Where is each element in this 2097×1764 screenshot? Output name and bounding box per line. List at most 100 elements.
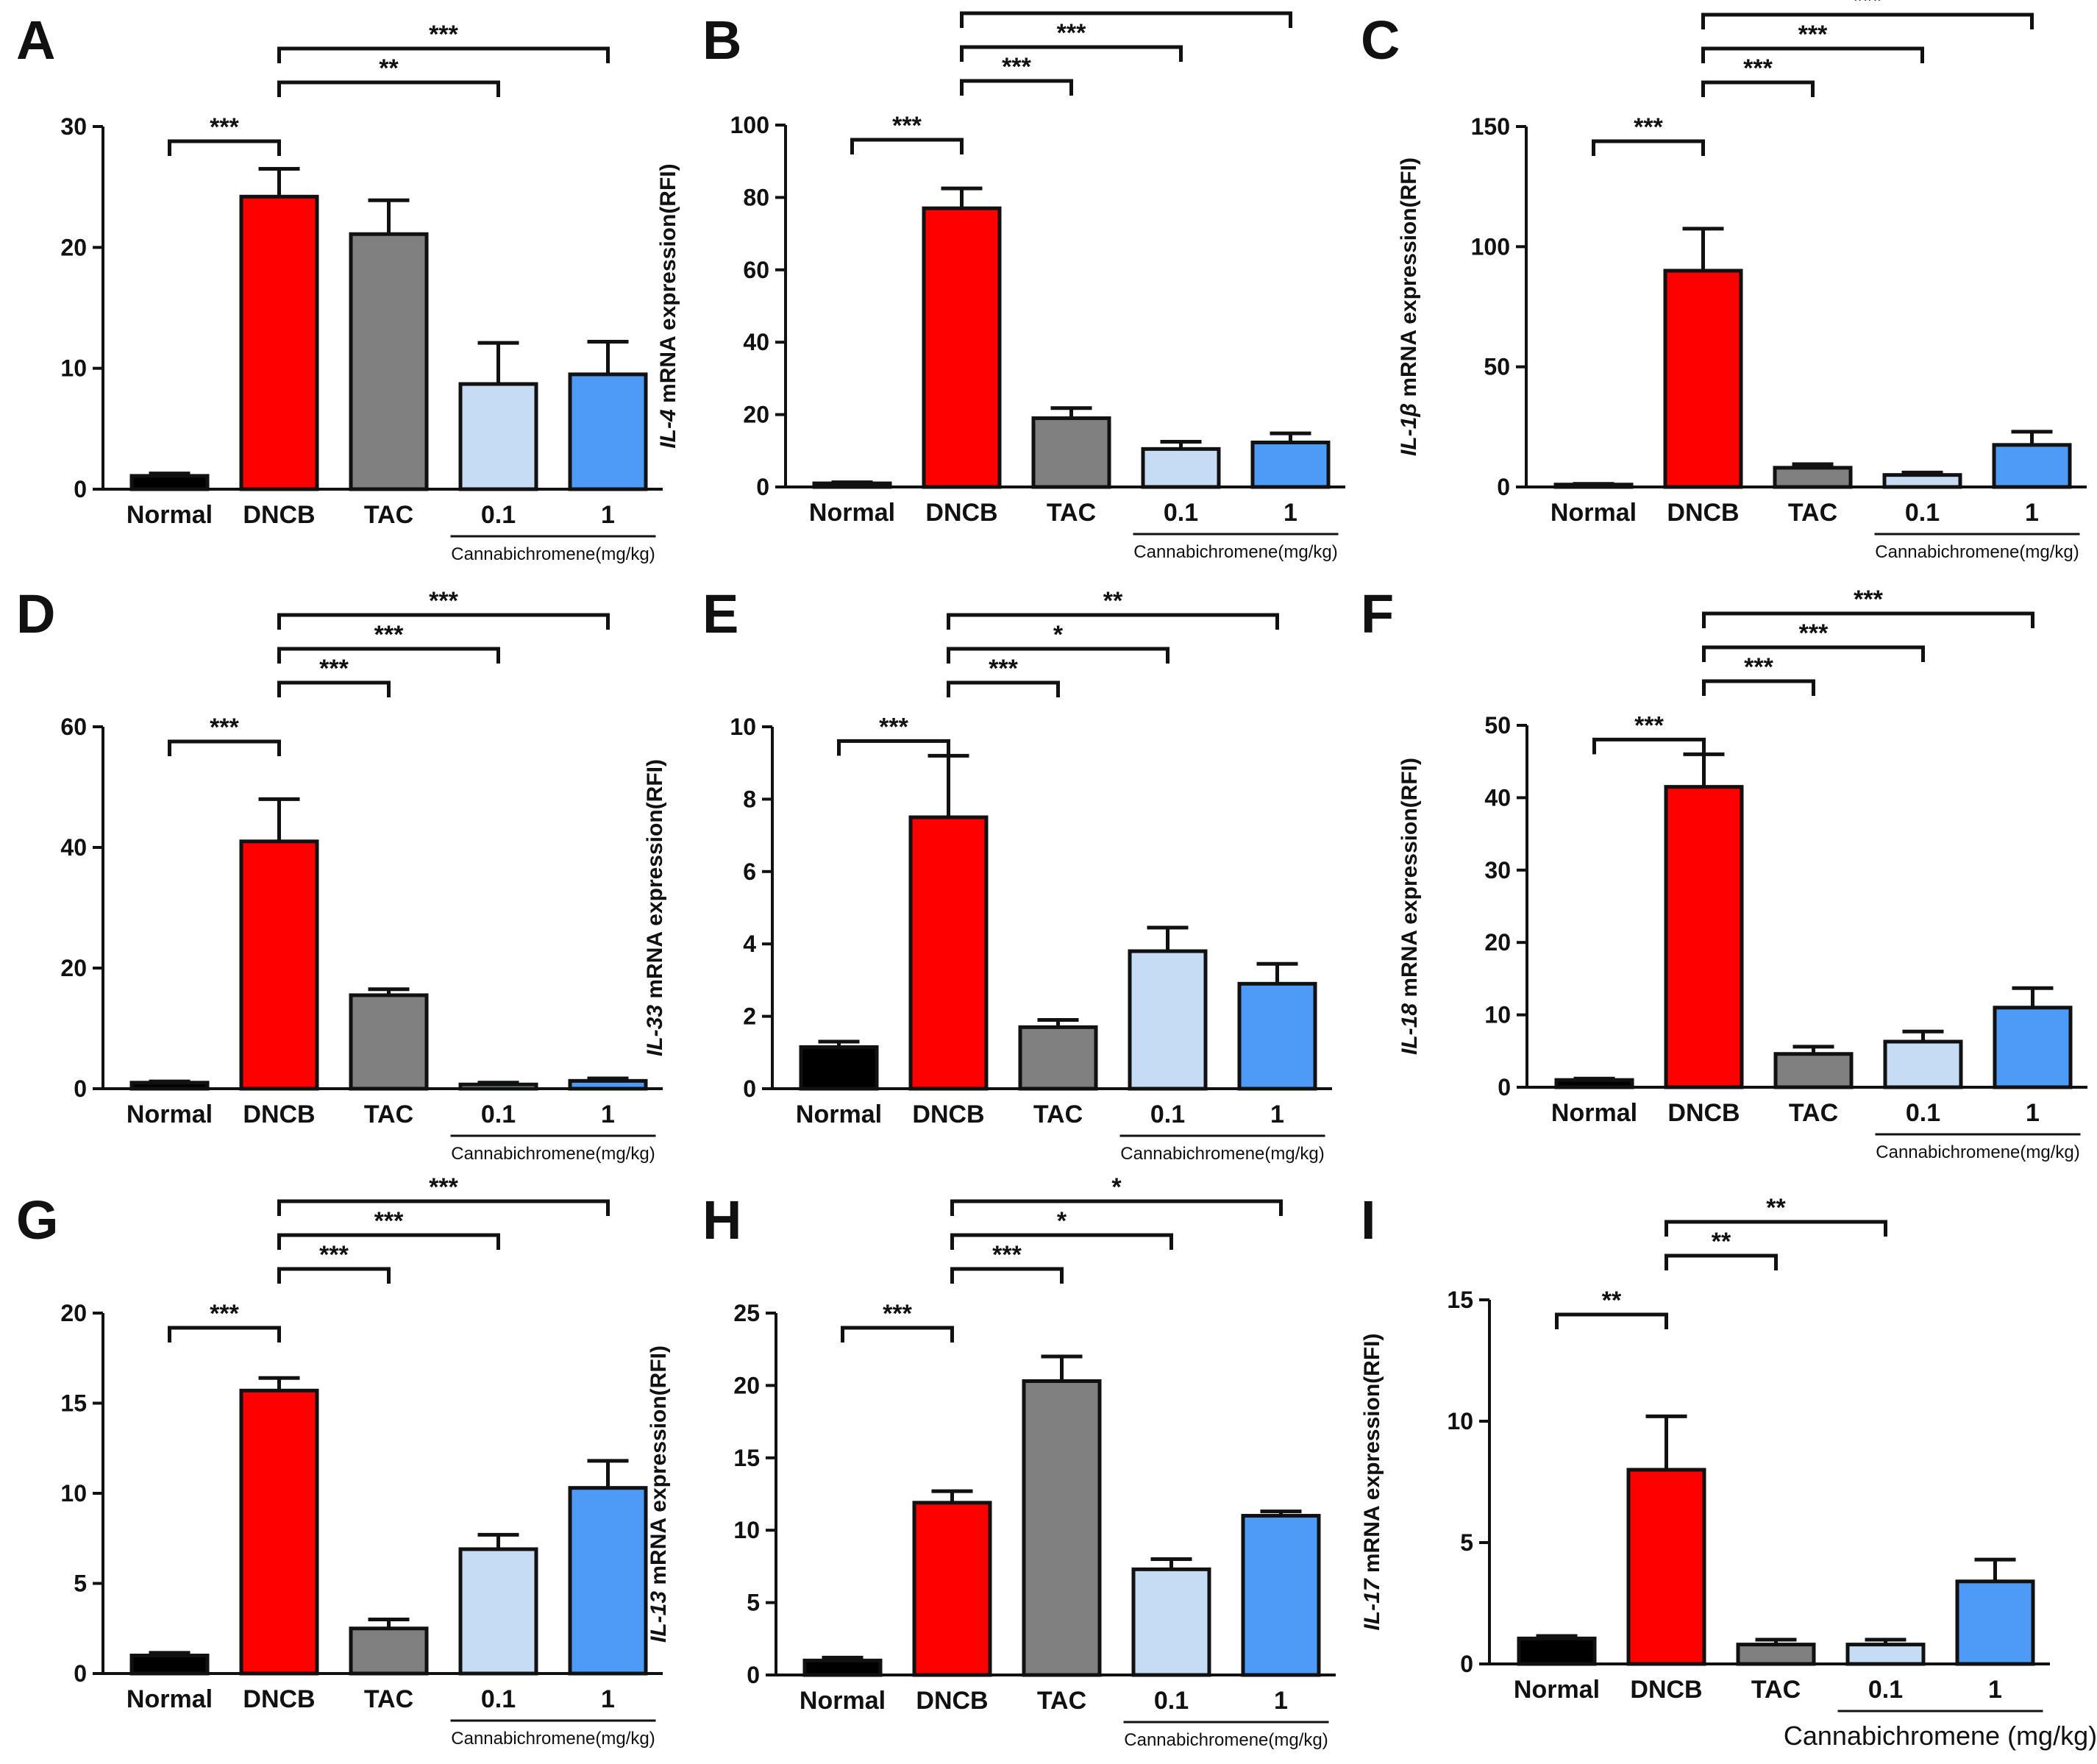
x-tick-label: Normal: [800, 1687, 886, 1715]
group-label: Cannabichromene(mg/kg): [1875, 542, 2079, 562]
y-tick-label: 20: [733, 1372, 760, 1398]
y-axis-label: IL-18 mRNA expression(RFI): [1398, 758, 1422, 1055]
x-tick-label: 0.1: [1154, 1687, 1189, 1715]
bar-tac: [1773, 1052, 1854, 1089]
significance-label: **: [1103, 587, 1123, 615]
panel-letter: G: [16, 1189, 59, 1251]
x-tick-label: 0.1: [1905, 499, 1940, 527]
y-axis-unit: mRNA expression(RFI): [656, 163, 680, 409]
significance-label: ***: [1798, 21, 1828, 49]
significance-bracket: [277, 613, 610, 630]
chart-panel-h: H IL-13 mRNA expression(RFI) 0 5 10 15 20 25 Nor…: [647, 1173, 1336, 1750]
x-tick-label: TAC: [1033, 1100, 1083, 1128]
y-axis-gene: IL-18: [1398, 1003, 1422, 1055]
significance-label: ***: [1744, 653, 1773, 681]
significance-bracket: [841, 1326, 954, 1342]
significance-label: **: [1712, 1228, 1731, 1256]
bar-tac: [1022, 1379, 1102, 1677]
y-axis-gene: IL-13: [647, 1591, 671, 1643]
x-tick-label: TAC: [1751, 1676, 1801, 1704]
y-tick-label: 20: [60, 234, 87, 260]
x-tick-label: 1: [1270, 1100, 1284, 1128]
panel-letter: A: [16, 10, 55, 71]
bar-tac: [1736, 1643, 1816, 1666]
significance-bracket: [1592, 139, 1705, 156]
significance-bracket: [1701, 80, 1815, 97]
y-tick-label: 0: [1497, 474, 1510, 500]
significance-label: ***: [1799, 619, 1829, 647]
y-tick-label: 10: [733, 1517, 760, 1543]
significance-bracket: [168, 739, 281, 756]
significance-label: ***: [1634, 711, 1664, 739]
x-tick-label: 1: [1274, 1687, 1288, 1715]
y-axis-unit: mRNA expression(RFI): [643, 759, 667, 1005]
y-axis-label: IL-17 mRNA expression(RFI): [1360, 1334, 1384, 1631]
significance-label: ***: [1854, 586, 1883, 614]
bar-1: [568, 1486, 648, 1676]
x-tick-label: 1: [1988, 1676, 2002, 1704]
x-tick-label: Normal: [796, 1100, 882, 1128]
bar-0_1: [1845, 1643, 1926, 1666]
group-label: Cannabichromene(mg/kg): [451, 1729, 655, 1749]
y-axis-unit: mRNA expression(RFI): [647, 1345, 671, 1591]
y-tick-label: 2: [743, 1003, 756, 1030]
x-tick-label: 0.1: [481, 1100, 516, 1128]
y-tick-label: 0: [1460, 1651, 1473, 1677]
x-tick-label: 1: [1284, 499, 1297, 527]
bar-dncb: [239, 839, 319, 1091]
x-tick-label: DNCB: [1630, 1676, 1702, 1704]
significance-label: *: [1057, 1207, 1067, 1235]
x-tick-label: 0.1: [1164, 499, 1198, 527]
y-axis-gene: IL-1β: [1397, 403, 1421, 456]
bar-tac: [349, 232, 429, 491]
bar-dncb: [912, 1501, 992, 1677]
x-tick-label: DNCB: [1667, 499, 1739, 527]
panel-letter: F: [1361, 583, 1394, 644]
chart-panel-d: DIL-6 mRNA expression(RFI)0204060NormalD…: [16, 583, 663, 1164]
bar-dncb: [922, 206, 1002, 489]
x-tick-label: TAC: [1789, 1099, 1838, 1127]
y-tick-label: 10: [1484, 1002, 1511, 1028]
significance-bracket: [950, 1233, 1173, 1250]
significance-label: **: [1602, 1287, 1622, 1315]
x-tick-label: DNCB: [916, 1687, 988, 1715]
significance-label: ***: [1002, 53, 1031, 81]
x-tick-label: 1: [601, 501, 615, 529]
chart-panel-f: F IL-18 mRNA expression(RFI) 0 10 20 30 40 50 No…: [1361, 583, 2087, 1162]
bar-1: [1237, 981, 1317, 1091]
bar-normal: [1517, 1636, 1597, 1666]
chart-panel-b: B IL-4 mRNA expression(RFI) 0 20 40 60 80 100 No…: [656, 0, 1345, 562]
y-axis-unit: mRNA expression(RFI): [1397, 157, 1421, 403]
significance-bracket: [277, 647, 500, 664]
x-tick-label: TAC: [364, 1685, 413, 1713]
bar-tac: [349, 993, 429, 1091]
chart-panel-e: E IL-33 mRNA expression(RFI) 0 2 4 6 8 10 Normal…: [643, 583, 1332, 1164]
significance-bracket: [947, 680, 1060, 697]
significance-bracket: [837, 739, 950, 756]
bar-tac: [1773, 466, 1853, 489]
significance-bracket: [168, 1326, 281, 1342]
bar-0_1: [458, 1547, 538, 1676]
significance-bracket: [1702, 645, 1925, 662]
bar-1: [1955, 1579, 2035, 1666]
group-label: Cannabichromene(mg/kg): [1124, 1730, 1328, 1750]
bar-normal: [129, 474, 210, 491]
significance-label: ***: [992, 1241, 1022, 1269]
bar-1: [568, 1078, 648, 1091]
bar-0_1: [1128, 949, 1208, 1091]
x-tick-label: DNCB: [912, 1100, 984, 1128]
x-tick-label: 0.1: [481, 501, 516, 529]
y-axis-gene: IL-4: [656, 409, 680, 449]
significance-label: *: [1111, 1173, 1122, 1201]
y-tick-label: 40: [60, 834, 87, 861]
bar-normal: [129, 1081, 210, 1091]
significance-bracket: [960, 79, 1073, 96]
significance-label: **: [379, 54, 399, 82]
significance-label: ***: [210, 1300, 239, 1328]
y-axis-gene: IL-17: [1360, 1578, 1384, 1630]
significance-bracket: [277, 1199, 610, 1216]
y-tick-label: 0: [1498, 1074, 1511, 1100]
x-tick-label: TAC: [364, 1100, 413, 1128]
group-label: Cannabichromene(mg/kg): [451, 1144, 655, 1164]
